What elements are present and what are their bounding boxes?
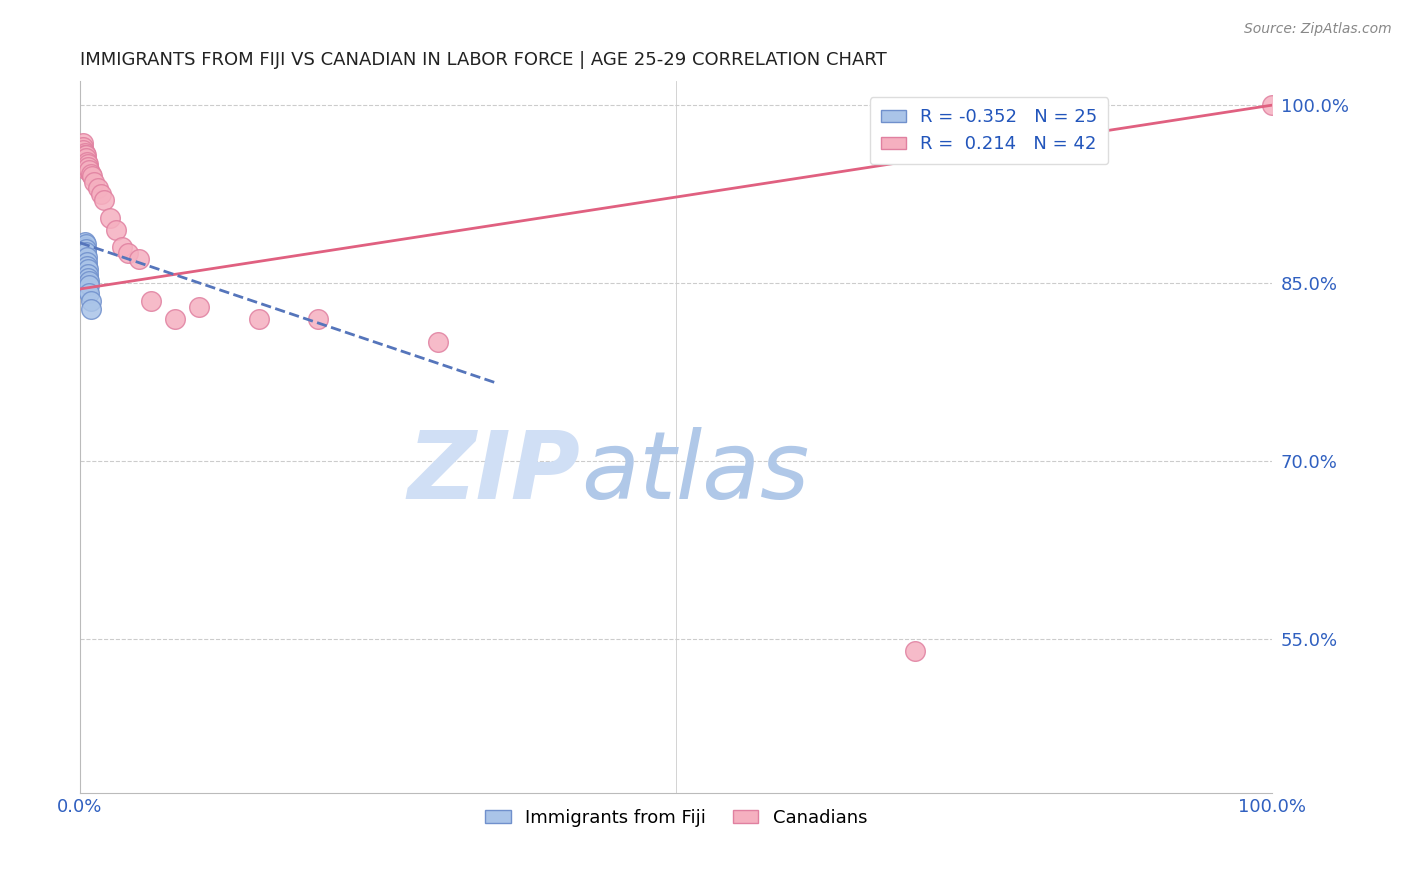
Point (80, 169, 103, 184)
Point (426, 335, 449, 350)
Text: ZIP: ZIP (408, 427, 581, 519)
Point (73, 145, 96, 160)
Point (72, 238, 94, 252)
Point (70, 145, 93, 160)
Point (72, 136, 94, 150)
Point (73, 157, 96, 171)
Point (79, 163, 101, 178)
Point (117, 246, 139, 260)
Point (104, 222, 127, 236)
Point (79, 278, 101, 293)
Point (110, 240, 132, 254)
Point (75, 152, 97, 166)
Point (79, 274, 101, 288)
Point (1261, 98, 1284, 112)
Point (72, 240, 94, 254)
Point (70, 152, 93, 166)
Point (76, 260, 98, 274)
Point (75, 157, 97, 171)
Point (79, 293, 101, 308)
Point (75, 236, 97, 251)
Point (75, 242, 97, 256)
Point (72, 152, 94, 166)
Point (165, 311, 187, 326)
Point (83, 175, 105, 189)
Point (76, 250, 98, 264)
Point (76, 267, 98, 281)
Point (70, 252, 93, 267)
Point (77, 157, 100, 171)
Point (72, 243, 94, 257)
Point (72, 143, 94, 157)
Point (72, 145, 94, 160)
Point (73, 235, 96, 249)
Point (76, 155, 98, 169)
Point (77, 276, 100, 290)
Point (76, 271, 98, 285)
Point (904, 644, 927, 658)
Point (73, 152, 96, 166)
Point (141, 293, 163, 308)
Point (79, 302, 101, 317)
Point (87, 181, 110, 195)
Point (72, 139, 94, 153)
Point (72, 148, 94, 162)
Point (128, 252, 150, 267)
Point (73, 240, 96, 254)
Point (76, 163, 98, 178)
Point (76, 160, 98, 174)
Point (188, 300, 211, 314)
Text: atlas: atlas (581, 427, 808, 518)
Point (90, 187, 112, 202)
Point (77, 283, 100, 297)
Point (77, 160, 100, 174)
Point (76, 254, 98, 268)
Point (307, 311, 329, 326)
Point (75, 148, 97, 162)
Point (77, 261, 100, 276)
Point (75, 245, 97, 260)
Text: Source: ZipAtlas.com: Source: ZipAtlas.com (1244, 22, 1392, 37)
Point (73, 148, 96, 162)
Point (72, 139, 94, 153)
Point (77, 267, 100, 281)
Point (93, 193, 115, 207)
Point (79, 285, 101, 300)
Legend: Immigrants from Fiji, Canadians: Immigrants from Fiji, Canadians (478, 802, 875, 834)
Point (79, 167, 101, 181)
Text: IMMIGRANTS FROM FIJI VS CANADIAN IN LABOR FORCE | AGE 25-29 CORRELATION CHART: IMMIGRANTS FROM FIJI VS CANADIAN IN LABO… (80, 51, 887, 69)
Point (98, 211, 121, 225)
Point (72, 246, 94, 260)
Point (77, 271, 100, 285)
Point (247, 311, 270, 326)
Point (70, 157, 93, 171)
